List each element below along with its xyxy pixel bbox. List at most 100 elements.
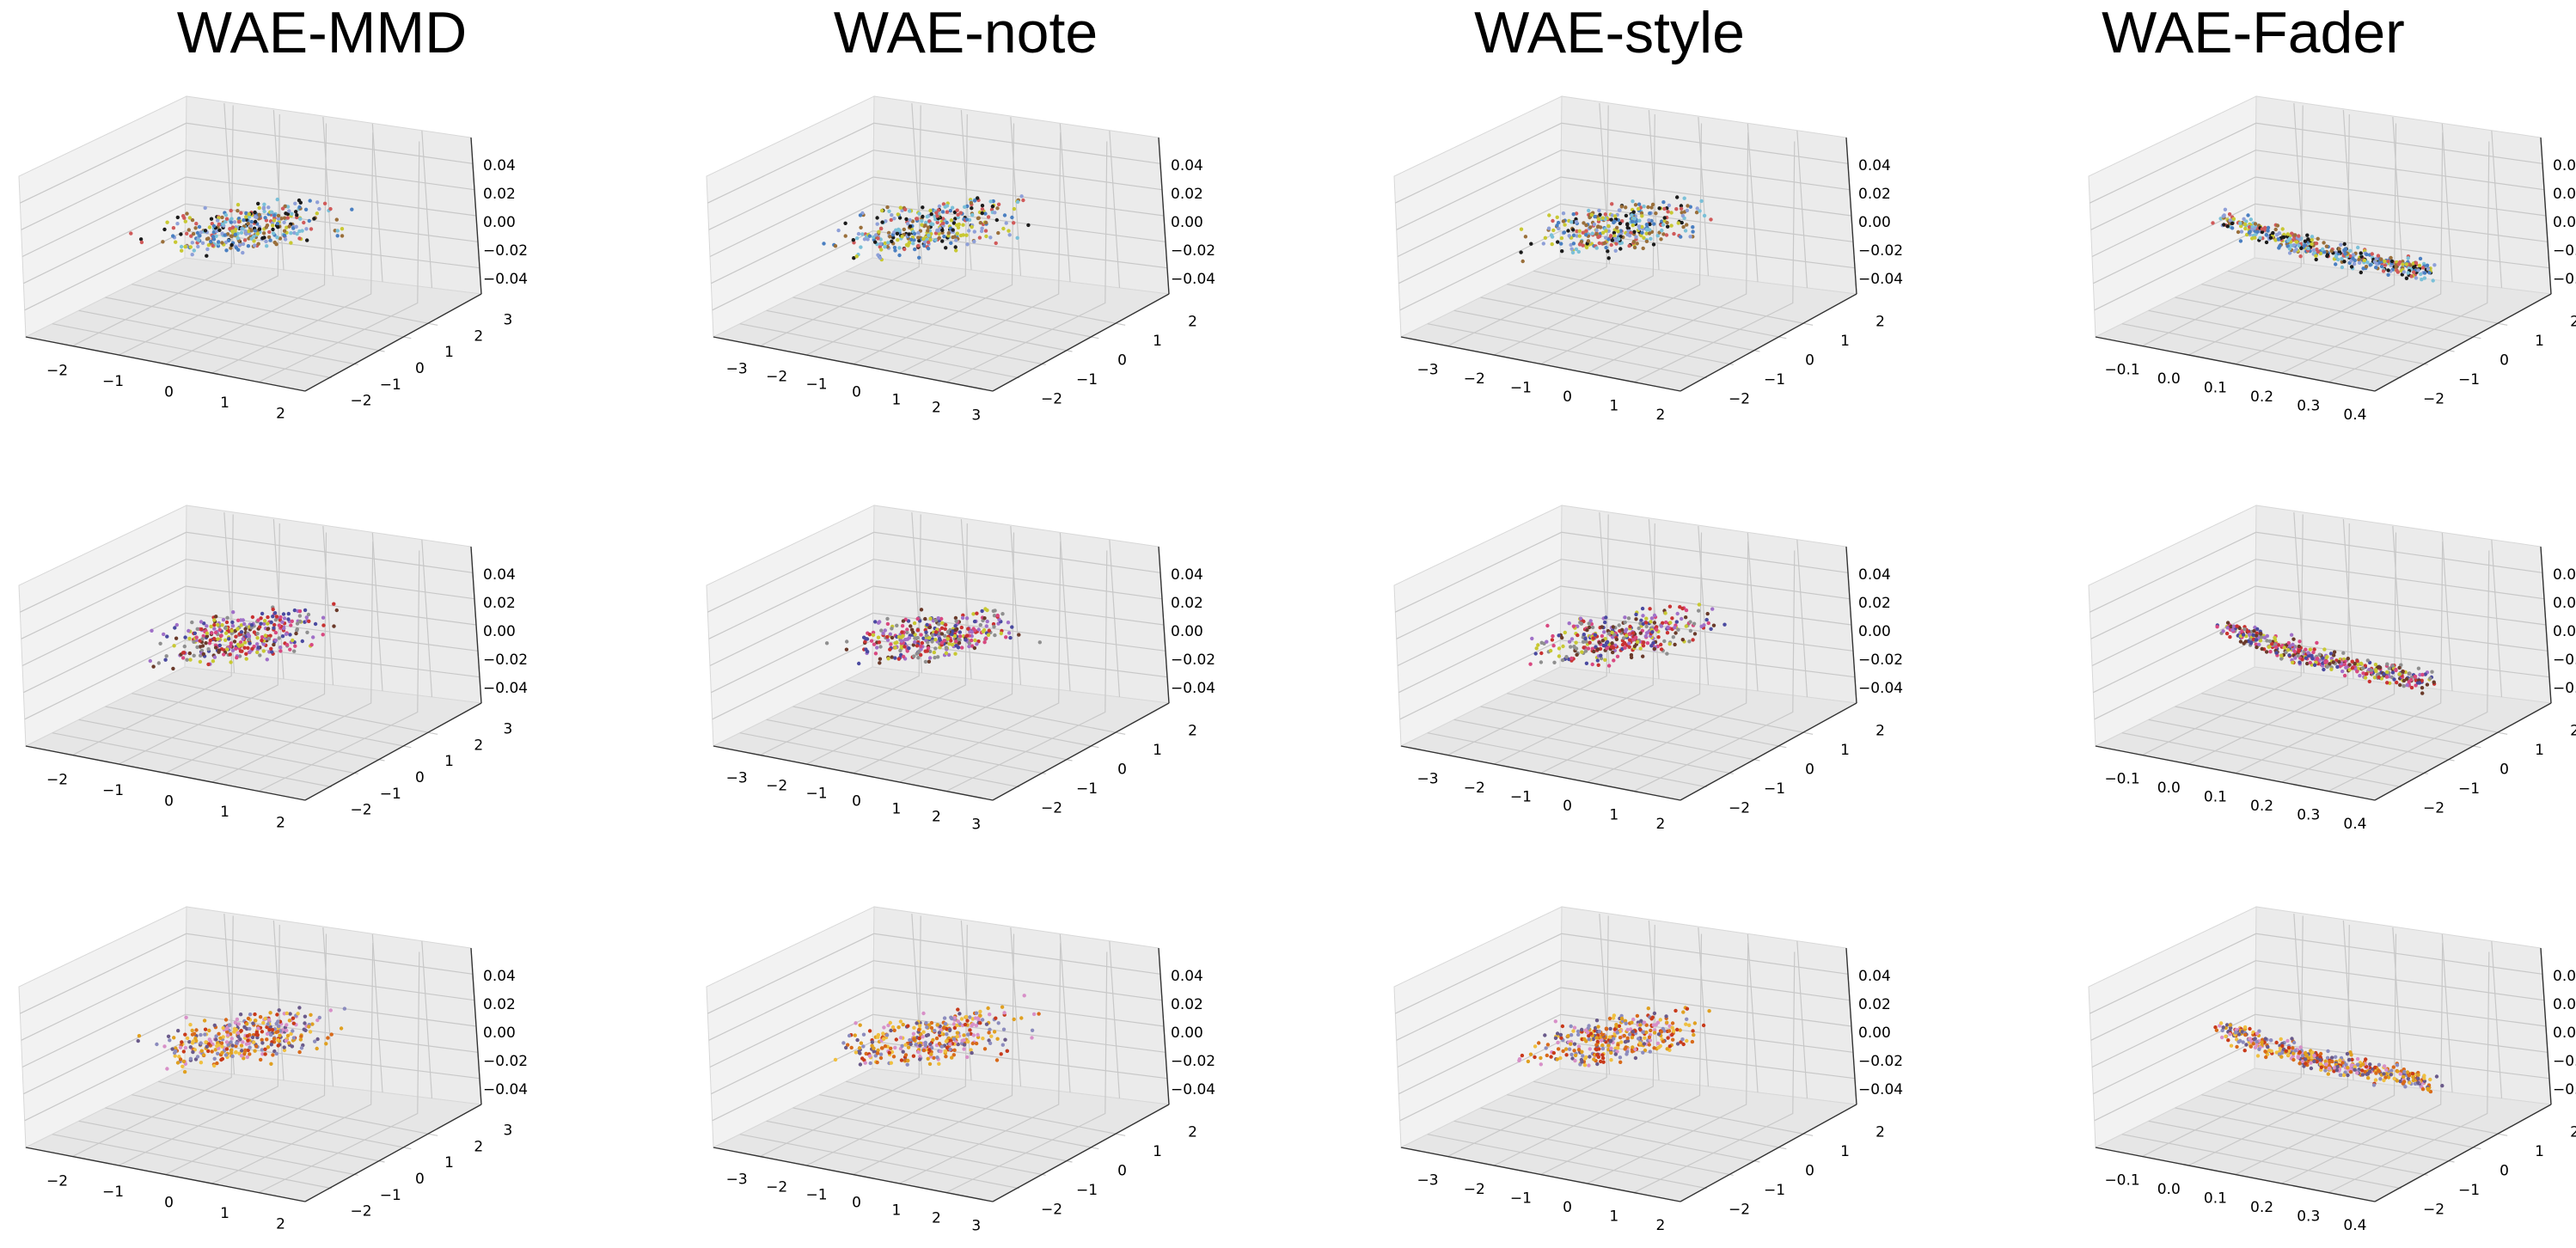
scatter-point xyxy=(994,241,998,246)
scatter-point xyxy=(261,231,266,236)
scatter-point xyxy=(2384,675,2389,679)
scatter-point xyxy=(1000,1005,1005,1009)
scatter-point xyxy=(1618,247,1623,251)
scatter-point xyxy=(270,1028,275,1032)
x-tick-label: 0 xyxy=(852,793,861,811)
scatter-point xyxy=(915,616,920,621)
scatter-point xyxy=(236,209,240,213)
scatter-point xyxy=(2234,1031,2238,1035)
scatter-point xyxy=(1680,1037,1685,1042)
scatter-point xyxy=(2391,1065,2395,1069)
scatter-point xyxy=(1673,626,1677,630)
scatter-point xyxy=(2389,259,2395,264)
scatter-point xyxy=(1610,238,1615,242)
scatter-point xyxy=(288,1012,292,1016)
scatter-point xyxy=(1561,1049,1565,1054)
y-tick-label: 0 xyxy=(415,1171,425,1188)
scatter-point xyxy=(2291,1057,2296,1062)
scatter-point xyxy=(276,1043,280,1048)
scatter-point xyxy=(1691,1029,1695,1033)
x-tick-label: −3 xyxy=(726,770,748,787)
scatter-point xyxy=(232,1026,237,1031)
scatter-point xyxy=(1564,1053,1569,1057)
scatter-point xyxy=(210,631,214,635)
scatter-point xyxy=(195,230,200,236)
scatter-point xyxy=(1590,231,1594,236)
scatter-point xyxy=(1649,1017,1654,1021)
scatter-point xyxy=(1630,1020,1634,1025)
scatter-point xyxy=(858,1062,863,1067)
scatter-point xyxy=(2294,240,2299,244)
scatter-point xyxy=(229,234,234,239)
scatter-point xyxy=(171,226,176,230)
scatter-point xyxy=(1611,625,1616,629)
scatter-point xyxy=(903,1053,909,1057)
scatter-point xyxy=(190,217,195,223)
scatter-point xyxy=(1656,635,1661,639)
scatter-point xyxy=(2273,635,2277,640)
scatter-point xyxy=(1569,242,1573,248)
scatter-point xyxy=(1577,229,1582,233)
scatter-points xyxy=(2213,1021,2444,1094)
scatter-point xyxy=(2304,656,2308,660)
x-tick-label: 0 xyxy=(164,384,174,401)
scatter-point xyxy=(1603,212,1608,217)
scatter-point xyxy=(1551,1050,1557,1055)
grid-line xyxy=(2328,951,2490,1194)
scatter-point xyxy=(2355,1071,2359,1075)
scatter-point xyxy=(1588,1055,1592,1059)
scatter-point xyxy=(168,1038,172,1043)
x-axis-line xyxy=(713,745,994,801)
scatter-point xyxy=(1616,1046,1620,1050)
scatter-point xyxy=(1543,236,1548,240)
scatter-point xyxy=(209,239,213,244)
scatter-point xyxy=(2244,1043,2249,1047)
y-tick-label: 1 xyxy=(1840,333,1850,350)
scatter-point xyxy=(1569,637,1575,641)
scatter-point xyxy=(2402,678,2407,683)
z-tick-label: −0.02 xyxy=(1858,1053,1903,1070)
scatter-point xyxy=(1596,663,1600,667)
scatter-point xyxy=(881,631,885,636)
scatter-point xyxy=(2389,1073,2393,1077)
scatter-point xyxy=(2343,252,2347,256)
scatter-point xyxy=(937,1031,942,1035)
scatter-point xyxy=(1571,242,1576,246)
scatter-point xyxy=(205,247,210,252)
scatter-point xyxy=(2264,650,2269,654)
scatter-point xyxy=(255,632,260,636)
scatter-point xyxy=(1588,225,1593,229)
z-tick-label: −0.02 xyxy=(2553,242,2576,260)
x-tick-label: −2 xyxy=(1464,780,1485,797)
grid-line xyxy=(24,230,480,311)
scatter-point xyxy=(1623,615,1627,620)
y-tick-label: −1 xyxy=(380,376,401,394)
y-tick-label: 0 xyxy=(415,769,425,786)
grid xyxy=(707,102,1168,383)
x-tick-label: −3 xyxy=(1417,1172,1439,1189)
scatter-point xyxy=(2241,1040,2245,1044)
scatter-point xyxy=(899,639,904,643)
scatter-point xyxy=(1640,230,1644,235)
scatter-point xyxy=(2350,1057,2354,1062)
scatter-point xyxy=(917,238,921,243)
scatter-point xyxy=(290,211,294,216)
grid-line xyxy=(899,132,1062,374)
scatter-point xyxy=(241,227,245,231)
scatter-point xyxy=(954,238,958,242)
scatter-point xyxy=(888,632,893,636)
scatter-point xyxy=(1611,1016,1616,1020)
scatter-point xyxy=(252,235,256,239)
scatter-point xyxy=(166,1034,171,1039)
scatter-point xyxy=(1624,1021,1628,1026)
scatter-point xyxy=(1606,223,1611,229)
scatter-point xyxy=(2409,274,2414,278)
scatter-point xyxy=(1665,652,1669,656)
scatter-point xyxy=(1599,653,1603,658)
scatter-point xyxy=(2365,260,2370,265)
scatter-point xyxy=(947,642,951,646)
scatter-point xyxy=(203,1027,208,1031)
scatter-point xyxy=(1581,639,1586,644)
scatter-point xyxy=(2315,1060,2319,1064)
scatter-point xyxy=(276,225,280,229)
